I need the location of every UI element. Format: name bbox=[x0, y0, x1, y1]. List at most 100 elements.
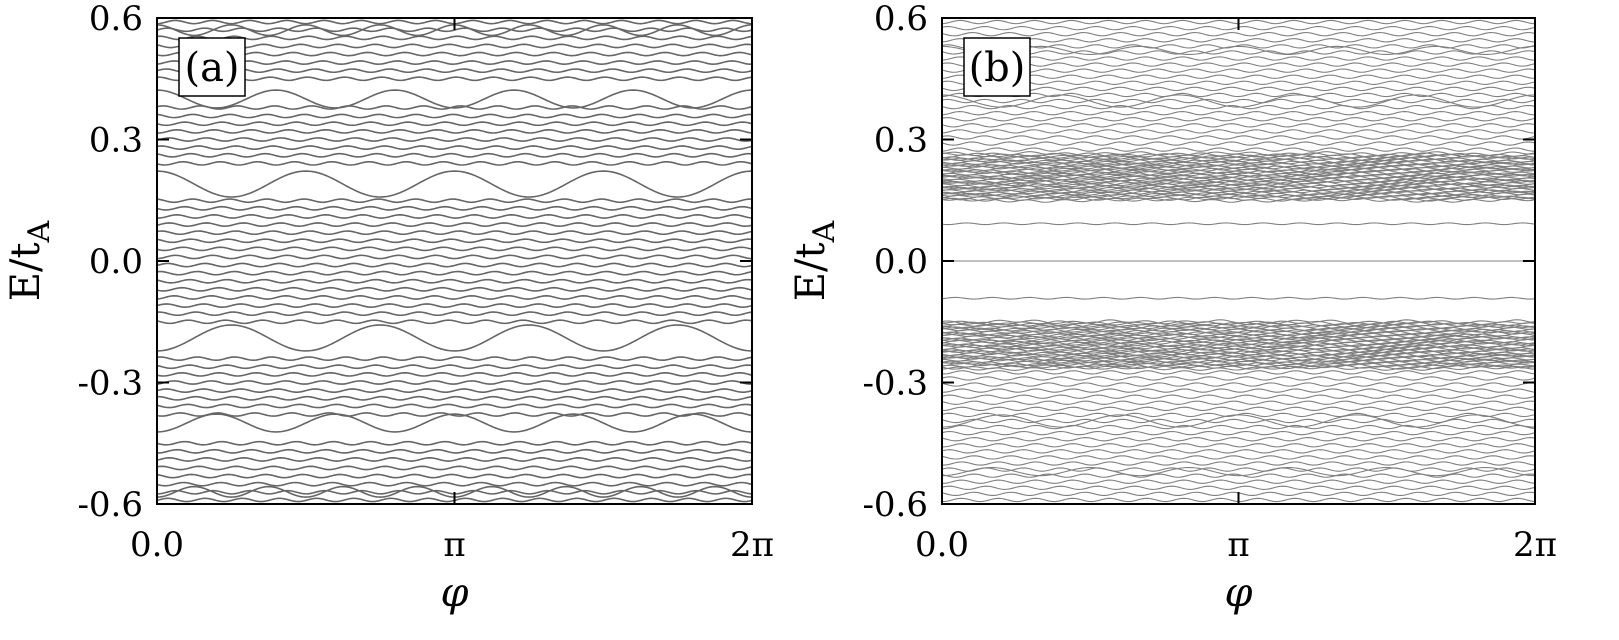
y-axis-label-sub: A bbox=[22, 220, 57, 243]
y-tick-label: 0.6 bbox=[874, 0, 928, 39]
energy-level-line bbox=[941, 449, 1536, 454]
energy-level-line bbox=[156, 121, 753, 127]
energy-level-line bbox=[156, 403, 753, 409]
energy-level-line bbox=[156, 214, 753, 219]
energy-level-line bbox=[941, 394, 1536, 399]
band-level-line bbox=[942, 353, 1536, 359]
energy-level-line bbox=[941, 44, 1536, 49]
energy-level-line bbox=[941, 62, 1536, 67]
energy-level-line bbox=[156, 27, 753, 33]
energy-level-line bbox=[156, 395, 753, 401]
band-level-line bbox=[941, 161, 1536, 167]
energy-level-line bbox=[941, 406, 1536, 411]
band-level-line bbox=[941, 337, 1536, 343]
energy-level-line bbox=[941, 424, 1536, 430]
series-group bbox=[156, 19, 753, 503]
energy-level-line bbox=[156, 145, 753, 151]
band-level-line bbox=[941, 166, 1536, 172]
energy-level-line bbox=[941, 388, 1536, 393]
y-tick-label: 0.0 bbox=[89, 242, 143, 282]
energy-level-line bbox=[156, 43, 753, 49]
energy-level-line bbox=[941, 98, 1536, 104]
x-tick-label: 0.0 bbox=[130, 525, 184, 565]
band-level-line bbox=[941, 361, 1536, 367]
y-tick-label: 0.3 bbox=[89, 121, 143, 161]
energy-level-line bbox=[941, 430, 1536, 436]
band-level-line bbox=[941, 151, 1536, 157]
band-level-line bbox=[941, 182, 1536, 188]
energy-level-line bbox=[941, 80, 1536, 85]
gap-edge-line bbox=[941, 296, 1536, 300]
energy-level-line bbox=[156, 198, 753, 204]
band-level-line bbox=[941, 184, 1536, 190]
band-level-line bbox=[941, 192, 1536, 199]
energy-level-line bbox=[156, 311, 753, 317]
energy-level-line bbox=[156, 388, 753, 394]
energy-level-line bbox=[156, 457, 753, 462]
band-level-line bbox=[941, 172, 1536, 178]
y-axis-label: E/tA bbox=[3, 220, 57, 301]
energy-level-line bbox=[941, 443, 1536, 448]
band-level-line bbox=[941, 169, 1536, 175]
y-tick-label: -0.6 bbox=[77, 485, 143, 525]
energy-level-line bbox=[156, 68, 753, 74]
y-tick-label: -0.3 bbox=[77, 364, 143, 404]
band-level-line bbox=[941, 326, 1536, 332]
oscillating-level-line bbox=[941, 94, 1536, 108]
oscillating-level-line bbox=[156, 324, 753, 352]
energy-level-line bbox=[941, 92, 1536, 98]
y-axis-label-sub: A bbox=[807, 220, 842, 243]
energy-level-line bbox=[156, 286, 753, 292]
y-axis-label-main: E/t bbox=[3, 242, 49, 301]
x-tick-label: 0.0 bbox=[915, 525, 969, 565]
energy-level-line bbox=[156, 448, 753, 454]
band-level-line bbox=[941, 356, 1536, 362]
energy-level-line bbox=[941, 56, 1536, 61]
panel-label-box bbox=[178, 37, 246, 97]
band-level-line bbox=[941, 178, 1536, 184]
energy-level-line bbox=[156, 440, 753, 446]
energy-level-line bbox=[941, 68, 1536, 73]
band-level-line bbox=[941, 325, 1536, 331]
energy-level-line bbox=[156, 295, 753, 300]
oscillating-level-line bbox=[156, 89, 753, 109]
energy-level-line bbox=[941, 455, 1536, 460]
energy-level-line bbox=[941, 86, 1536, 92]
plot-frame bbox=[156, 17, 753, 505]
energy-level-line bbox=[941, 376, 1536, 381]
band-level-line bbox=[941, 365, 1536, 371]
energy-level-line bbox=[941, 74, 1536, 79]
energy-level-line bbox=[942, 461, 1536, 466]
x-axis-label: φ bbox=[440, 570, 468, 616]
band-level-line bbox=[941, 194, 1536, 200]
energy-level-line bbox=[941, 129, 1536, 134]
y-tick-label: 0.0 bbox=[874, 242, 928, 282]
band-level-line bbox=[941, 167, 1536, 173]
energy-level-line bbox=[156, 380, 753, 385]
band-level-line bbox=[941, 185, 1536, 191]
energy-level-line bbox=[941, 147, 1536, 152]
oscillating-level-line bbox=[941, 45, 1536, 56]
energy-level-line bbox=[156, 303, 753, 308]
band-level-line bbox=[941, 364, 1536, 370]
y-tick-label: 0.6 bbox=[89, 0, 143, 39]
panel-label: (a) bbox=[184, 45, 239, 91]
band-level-line bbox=[941, 319, 1536, 325]
energy-level-line bbox=[941, 467, 1536, 472]
energy-level-line bbox=[156, 161, 753, 166]
energy-level-line bbox=[156, 246, 753, 252]
energy-level-line bbox=[941, 485, 1536, 490]
panel-label: (b) bbox=[969, 45, 1026, 91]
band-level-line bbox=[941, 159, 1536, 165]
energy-level-line bbox=[941, 382, 1536, 387]
energy-level-line bbox=[941, 370, 1536, 375]
energy-level-line bbox=[156, 76, 753, 82]
energy-level-line bbox=[941, 479, 1536, 484]
panel-label-box bbox=[963, 37, 1031, 97]
energy-level-line bbox=[156, 473, 753, 479]
energy-level-line bbox=[156, 481, 753, 487]
x-axis-label: φ bbox=[1224, 570, 1252, 616]
energy-level-line bbox=[156, 254, 753, 260]
band-level-line bbox=[941, 177, 1536, 183]
